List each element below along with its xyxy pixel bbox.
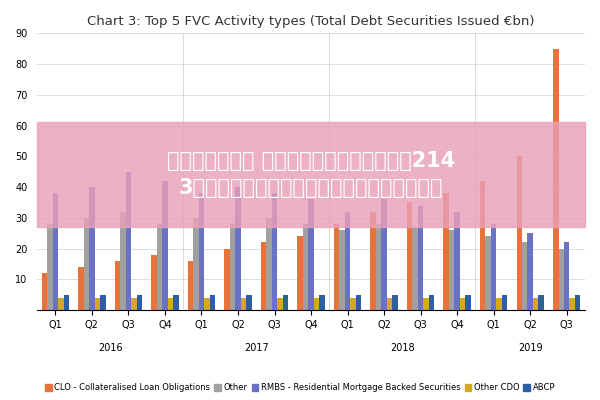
Bar bbox=[308, 199, 314, 310]
Text: 股票配资手机版 海南澄迈首个安居房项目、214
3套住宅，上海建工开发建设的海珲美伦苑竣工: 股票配资手机版 海南澄迈首个安居房项目、214 3套住宅，上海建工开发建设的海珲… bbox=[167, 151, 455, 198]
Bar bbox=[559, 248, 564, 310]
Bar bbox=[303, 224, 308, 310]
Bar bbox=[157, 224, 162, 310]
Bar bbox=[466, 295, 471, 310]
Bar bbox=[224, 248, 230, 310]
Bar bbox=[64, 295, 69, 310]
Bar bbox=[58, 298, 64, 310]
Bar bbox=[314, 298, 319, 310]
Bar bbox=[95, 298, 100, 310]
Bar bbox=[345, 212, 350, 310]
Bar bbox=[41, 273, 47, 310]
Bar bbox=[167, 298, 173, 310]
Bar bbox=[538, 295, 544, 310]
Bar bbox=[125, 172, 131, 310]
Bar bbox=[235, 187, 241, 310]
Bar bbox=[407, 202, 412, 310]
Bar bbox=[370, 212, 376, 310]
Bar bbox=[376, 224, 382, 310]
Bar bbox=[412, 227, 418, 310]
Bar bbox=[272, 193, 277, 310]
Bar bbox=[241, 298, 246, 310]
Bar bbox=[527, 233, 533, 310]
Bar bbox=[340, 230, 345, 310]
Bar bbox=[553, 49, 559, 310]
Bar bbox=[78, 267, 83, 310]
Bar bbox=[193, 218, 199, 310]
Text: 2018: 2018 bbox=[390, 343, 415, 353]
Bar bbox=[277, 298, 283, 310]
Bar bbox=[47, 224, 53, 310]
Bar bbox=[443, 193, 449, 310]
Bar bbox=[392, 295, 398, 310]
Bar bbox=[502, 295, 508, 310]
Bar bbox=[334, 224, 340, 310]
Bar bbox=[173, 295, 179, 310]
Bar bbox=[151, 255, 157, 310]
Bar bbox=[137, 295, 142, 310]
Bar bbox=[283, 295, 288, 310]
Bar bbox=[485, 236, 491, 310]
Text: 2017: 2017 bbox=[244, 343, 269, 353]
Bar bbox=[569, 298, 575, 310]
Bar bbox=[246, 295, 251, 310]
Bar bbox=[517, 156, 522, 310]
Text: 2019: 2019 bbox=[518, 343, 542, 353]
Bar bbox=[266, 218, 272, 310]
Bar bbox=[230, 224, 235, 310]
Bar bbox=[350, 298, 356, 310]
Bar bbox=[199, 193, 204, 310]
Bar bbox=[460, 298, 466, 310]
Bar bbox=[356, 295, 361, 310]
Legend: CLO - Collateralised Loan Obligations, Other, RMBS - Residential Mortgage Backed: CLO - Collateralised Loan Obligations, O… bbox=[41, 380, 559, 396]
Bar bbox=[53, 193, 58, 310]
Bar bbox=[209, 295, 215, 310]
Bar bbox=[89, 187, 95, 310]
Bar bbox=[429, 295, 434, 310]
Bar bbox=[100, 295, 106, 310]
Bar bbox=[491, 224, 496, 310]
Bar bbox=[418, 206, 424, 310]
Bar bbox=[120, 212, 125, 310]
Bar bbox=[564, 242, 569, 310]
Bar bbox=[188, 261, 193, 310]
Bar bbox=[162, 181, 167, 310]
Bar bbox=[319, 295, 325, 310]
Bar bbox=[115, 261, 120, 310]
Bar bbox=[480, 181, 485, 310]
Bar bbox=[261, 242, 266, 310]
Bar bbox=[204, 298, 209, 310]
Bar bbox=[382, 199, 387, 310]
Bar bbox=[449, 230, 454, 310]
Bar bbox=[454, 212, 460, 310]
Bar bbox=[83, 218, 89, 310]
Bar bbox=[522, 242, 527, 310]
Bar bbox=[298, 236, 303, 310]
Bar bbox=[496, 298, 502, 310]
Bar bbox=[533, 298, 538, 310]
Text: 2016: 2016 bbox=[98, 343, 122, 353]
Bar bbox=[575, 295, 580, 310]
Bar bbox=[424, 298, 429, 310]
Title: Chart 3: Top 5 FVC Activity types (Total Debt Securities Issued €bn): Chart 3: Top 5 FVC Activity types (Total… bbox=[87, 15, 535, 28]
Bar bbox=[131, 298, 137, 310]
Bar bbox=[387, 298, 392, 310]
Bar bbox=[37, 122, 585, 227]
